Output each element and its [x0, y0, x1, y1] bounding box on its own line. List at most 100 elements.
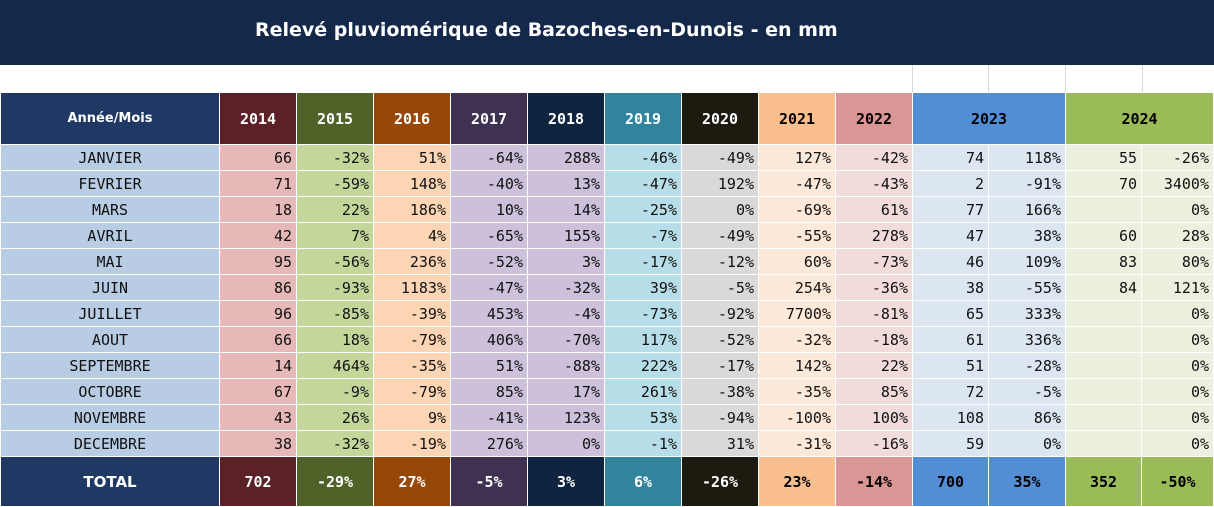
- data-cell: 100%: [835, 404, 913, 431]
- data-cell: 53%: [604, 404, 682, 431]
- data-cell: -32%: [296, 430, 374, 457]
- data-cell: 464%: [296, 352, 374, 379]
- total-cell: 700: [912, 456, 989, 507]
- data-cell: -35%: [758, 378, 836, 405]
- data-cell: 65: [912, 300, 989, 327]
- data-cell: 51%: [373, 144, 451, 171]
- data-cell: 74: [912, 144, 989, 171]
- data-cell: 254%: [758, 274, 836, 301]
- data-cell: 77: [912, 196, 989, 223]
- data-cell: 1183%: [373, 274, 451, 301]
- data-cell: -91%: [988, 170, 1066, 197]
- data-cell: 406%: [450, 326, 528, 353]
- month-label: MARS: [0, 196, 220, 223]
- data-cell: 31%: [681, 430, 759, 457]
- data-cell: 236%: [373, 248, 451, 275]
- data-cell: 60%: [758, 248, 836, 275]
- data-cell: 0%: [1141, 404, 1214, 431]
- data-cell: 7700%: [758, 300, 836, 327]
- data-cell: 86%: [988, 404, 1066, 431]
- data-cell: -5%: [988, 378, 1066, 405]
- year-header: 2024: [1065, 92, 1214, 145]
- data-cell: 39%: [604, 274, 682, 301]
- table-row: SEPTEMBRE 14 464% -35% 51% -88% 222% -17% 142% 22…: [0, 352, 1214, 379]
- data-cell: -81%: [835, 300, 913, 327]
- data-cell: 192%: [681, 170, 759, 197]
- data-cell: -55%: [988, 274, 1066, 301]
- data-cell: 83: [1065, 248, 1142, 275]
- data-cell: 127%: [758, 144, 836, 171]
- data-cell: 51%: [450, 352, 528, 379]
- total-cell: 702: [219, 456, 297, 507]
- data-cell: 38: [912, 274, 989, 301]
- data-cell: -49%: [681, 144, 759, 171]
- data-cell: -43%: [835, 170, 913, 197]
- data-cell: 72: [912, 378, 989, 405]
- data-cell: -32%: [758, 326, 836, 353]
- data-cell: -55%: [758, 222, 836, 249]
- data-cell: 333%: [988, 300, 1066, 327]
- data-cell: -52%: [450, 248, 528, 275]
- data-cell: 10%: [450, 196, 528, 223]
- data-cell: -42%: [835, 144, 913, 171]
- data-cell: 2: [912, 170, 989, 197]
- month-label: FEVRIER: [0, 170, 220, 197]
- data-cell: -7%: [604, 222, 682, 249]
- data-cell: -93%: [296, 274, 374, 301]
- data-cell: 166%: [988, 196, 1066, 223]
- data-cell: -69%: [758, 196, 836, 223]
- data-cell: -85%: [296, 300, 374, 327]
- total-row: TOTAL 702 -29% 27% -5% 3% 6% -26% 23% -14% 700 35% 3…: [0, 456, 1214, 507]
- data-cell: -19%: [373, 430, 451, 457]
- table-row: NOVEMBRE 43 26% 9% -41% 123% 53% -94% -100% 100% 1…: [0, 404, 1214, 431]
- year-header: 2018: [527, 92, 605, 145]
- page-title: Relevé pluviomérique de Bazoches-en-Duno…: [255, 19, 838, 41]
- data-cell: -79%: [373, 326, 451, 353]
- table-row: MAI 95 -56% 236% -52% 3% -17% -12% 60% -73% 46 109%…: [0, 248, 1214, 275]
- data-cell: 80%: [1141, 248, 1214, 275]
- data-cell: -12%: [681, 248, 759, 275]
- data-cell: 148%: [373, 170, 451, 197]
- month-label: JUIN: [0, 274, 220, 301]
- data-cell: 4%: [373, 222, 451, 249]
- year-header: 2023: [912, 92, 1066, 145]
- data-cell: 9%: [373, 404, 451, 431]
- month-label: JANVIER: [0, 144, 220, 171]
- data-cell: -49%: [681, 222, 759, 249]
- data-cell: 28%: [1141, 222, 1214, 249]
- data-cell: 0%: [527, 430, 605, 457]
- month-label: AOUT: [0, 326, 220, 353]
- total-cell: 27%: [373, 456, 451, 507]
- data-cell: 38: [219, 430, 297, 457]
- table-row: OCTOBRE 67 -9% -79% 85% 17% 261% -38% -35% 85% 72-…: [0, 378, 1214, 405]
- data-cell: 18%: [296, 326, 374, 353]
- data-cell: 84: [1065, 274, 1142, 301]
- data-cell: 22%: [296, 196, 374, 223]
- gridline: [1142, 65, 1143, 92]
- rainfall-table: Année/Mois 2014 2015 2016 2017 2018 2019 2020 20…: [0, 92, 1214, 507]
- data-cell: 59: [912, 430, 989, 457]
- data-cell: 70: [1065, 170, 1142, 197]
- data-cell: 0%: [1141, 352, 1214, 379]
- table-row: JUIN 86 -93% 1183% -47% -32% 39% -5% 254% -36% 38-…: [0, 274, 1214, 301]
- data-cell: -100%: [758, 404, 836, 431]
- data-cell: [1065, 196, 1142, 223]
- year-header: 2014: [219, 92, 297, 145]
- data-cell: -65%: [450, 222, 528, 249]
- month-label: MAI: [0, 248, 220, 275]
- data-cell: 38%: [988, 222, 1066, 249]
- data-cell: 18: [219, 196, 297, 223]
- data-cell: -16%: [835, 430, 913, 457]
- data-cell: 118%: [988, 144, 1066, 171]
- data-cell: -28%: [988, 352, 1066, 379]
- data-cell: -47%: [758, 170, 836, 197]
- data-cell: 155%: [527, 222, 605, 249]
- header-label: Année/Mois: [0, 92, 220, 145]
- month-label: DECEMBRE: [0, 430, 220, 457]
- data-cell: -47%: [450, 274, 528, 301]
- total-cell: 6%: [604, 456, 682, 507]
- data-cell: -73%: [835, 248, 913, 275]
- data-cell: 61: [912, 326, 989, 353]
- data-cell: 66: [219, 326, 297, 353]
- year-header: 2021: [758, 92, 836, 145]
